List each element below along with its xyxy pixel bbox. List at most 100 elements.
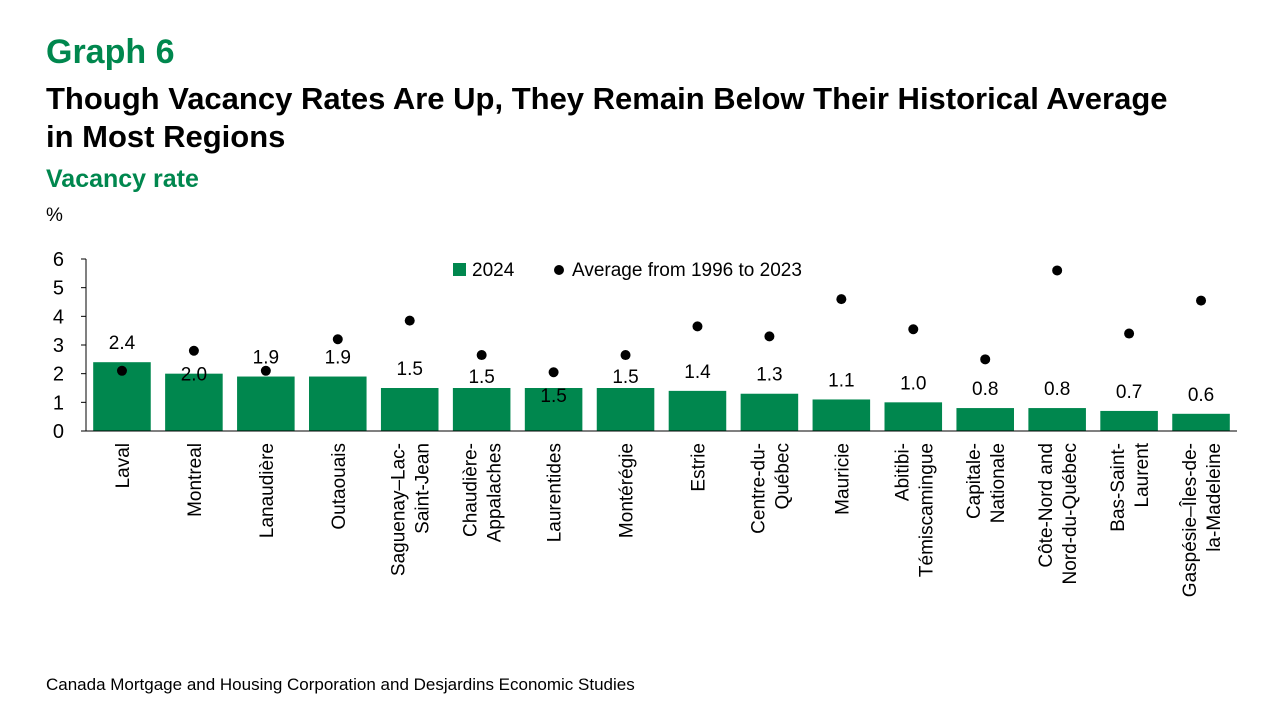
- x-tick-label: Outaouais: [329, 443, 350, 530]
- bar-value-label: 1.0: [900, 373, 926, 394]
- bar-value-label: 0.7: [1116, 382, 1142, 403]
- bar: [380, 388, 439, 431]
- x-tick-label: Côte-Nord and Nord-du-Québec: [1036, 443, 1081, 585]
- bar-value-label: 1.5: [397, 359, 423, 380]
- x-tick-label-line: Laval: [113, 443, 134, 488]
- bar: [668, 390, 727, 431]
- y-tick-label: 6: [53, 249, 64, 271]
- x-tick-label-line: Outaouais: [329, 443, 350, 530]
- x-tick-label: Bas-Saint- Laurent: [1108, 442, 1153, 531]
- x-tick-label: Estrie: [688, 443, 709, 492]
- source-note: Canada Mortgage and Housing Corporation …: [46, 675, 635, 694]
- bar-value-label: 0.8: [972, 379, 998, 400]
- y-tick-label: 0: [53, 421, 64, 443]
- x-tick-label: Chaudière- Appalaches: [461, 443, 506, 542]
- x-tick-label-line: Témiscamingue: [916, 443, 937, 577]
- bar-value-label: 1.3: [756, 365, 782, 386]
- bar: [1028, 408, 1086, 431]
- x-tick-label-line: Mauricie: [832, 443, 853, 515]
- x-tick-label-line: Montreal: [185, 443, 206, 517]
- average-dot: [764, 331, 775, 342]
- bar-value-label: 1.5: [468, 367, 494, 388]
- x-tick-label-line: Bas-Saint-: [1108, 443, 1129, 532]
- bar-value-labels: 2.4 2.0 1.9 1.9 1.5 1.5 1.5 1.5 1.4 1.3 1.1 1.0 0.8 0…: [109, 333, 1214, 407]
- x-tick-label-line: Nationale: [988, 443, 1009, 523]
- chart-title: Though Vacancy Rates Are Up, They Remain…: [46, 81, 1168, 154]
- x-tick-label-line: Laurentides: [545, 443, 566, 542]
- x-tick-label-line: Saguenay–Lac-: [389, 443, 410, 576]
- bar: [1172, 413, 1230, 431]
- y-axis-unit: %: [46, 205, 63, 226]
- bar: [956, 408, 1014, 431]
- x-tick-label-line: Montérégie: [617, 443, 638, 538]
- bar: [524, 388, 583, 431]
- bar: [309, 376, 367, 431]
- bar-value-label: 1.4: [684, 362, 711, 383]
- x-tick-label-line: Lanaudière: [257, 443, 278, 538]
- legend-swatch-average: [554, 265, 564, 275]
- x-tick-label-line: Appalaches: [485, 443, 506, 542]
- x-tick-label-line: Saint-Jean: [413, 443, 434, 534]
- average-dot: [116, 365, 127, 376]
- x-tick-label: Capitale- Nationale: [964, 443, 1009, 523]
- x-axis: Laval Montreal Lanaudière Outaouais Saguenay…: [86, 430, 1237, 597]
- x-tick-label: Laurentides: [545, 443, 566, 542]
- average-dot: [188, 345, 199, 356]
- x-tick-label-line: Gaspésie–Îles-de-: [1179, 443, 1201, 597]
- average-dot: [1124, 328, 1135, 339]
- x-tick-label: Saguenay–Lac- Saint-Jean: [389, 443, 434, 576]
- average-dots: [116, 265, 1207, 378]
- x-tick-label-line: Laurent: [1132, 442, 1153, 507]
- x-tick-label-line: Centre-du-: [748, 443, 769, 534]
- average-dot: [332, 334, 343, 345]
- x-tick-label-line: Abitibi-: [892, 443, 913, 501]
- chart-subtitle: Vacancy rate: [46, 165, 199, 193]
- average-dot: [1196, 295, 1207, 306]
- average-dot: [836, 294, 847, 305]
- x-tick-label-line: Chaudière-: [461, 443, 482, 537]
- bar-value-label: 1.9: [325, 348, 351, 369]
- y-tick-label: 2: [53, 364, 64, 386]
- bar-value-label: 2.4: [109, 333, 136, 354]
- bar-value-label: 0.8: [1044, 379, 1070, 400]
- bar-value-label: 1.9: [253, 348, 279, 369]
- x-tick-label: Lanaudière: [257, 443, 278, 538]
- y-tick-label: 4: [53, 306, 64, 328]
- x-tick-label: Abitibi- Témiscamingue: [892, 443, 937, 577]
- y-tick-label: 3: [53, 335, 64, 357]
- graph-number: Graph 6: [46, 33, 175, 71]
- bar-value-label: 2.0: [181, 365, 207, 386]
- bar: [1100, 410, 1158, 431]
- x-tick-label-line: Nord-du-Québec: [1060, 443, 1081, 585]
- average-dot: [260, 365, 271, 376]
- x-tick-label: Laval: [113, 443, 134, 488]
- average-dot: [404, 315, 415, 326]
- bar: [812, 399, 871, 431]
- bar: [884, 402, 943, 431]
- bar: [596, 388, 655, 431]
- bar-value-label: 1.1: [828, 370, 854, 391]
- bar-value-label: 1.5: [540, 386, 566, 407]
- x-tick-label: Montreal: [185, 443, 206, 517]
- bar: [452, 388, 511, 431]
- x-tick-label-line: Côte-Nord and: [1036, 443, 1057, 568]
- bar-value-label: 1.5: [612, 367, 638, 388]
- bar-value-label: 0.6: [1188, 385, 1214, 406]
- legend-label-2024: 2024: [472, 260, 515, 281]
- legend: 2024 Average from 1996 to 2023: [453, 260, 802, 281]
- y-tick-label: 5: [53, 278, 64, 300]
- x-tick-label-line: Estrie: [688, 443, 709, 492]
- average-dot: [692, 321, 703, 332]
- x-tick-label-line: Québec: [772, 443, 793, 510]
- average-dot: [548, 367, 559, 378]
- x-tick-label-line: la-Madeleine: [1204, 443, 1225, 552]
- legend-swatch-2024: [453, 263, 466, 276]
- x-tick-label: Montérégie: [617, 443, 638, 538]
- x-tick-label: Gaspésie–Îles-de-la-Madeleine: [1179, 443, 1225, 597]
- average-dot: [980, 354, 991, 365]
- bar: [165, 373, 223, 431]
- average-dot: [476, 350, 487, 361]
- x-tick-label: Centre-du- Québec: [748, 443, 793, 534]
- x-tick-label-line: Capitale-: [964, 443, 985, 519]
